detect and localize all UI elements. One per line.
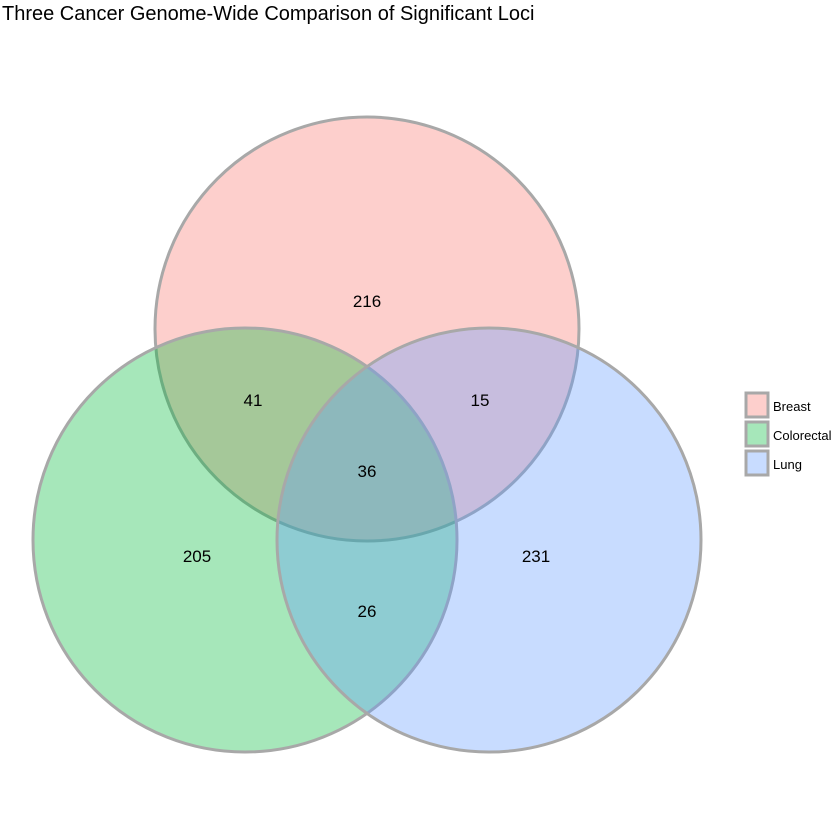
legend-label-breast: Breast [773,399,811,414]
breast-lung-count: 15 [471,391,490,410]
legend-key-breast [744,391,770,419]
legend-label-lung: Lung [773,457,802,472]
legend-key-lung [744,449,770,477]
lung-only-count: 231 [522,547,550,566]
diagram-title: Three Cancer Genome-Wide Comparison of S… [2,3,535,25]
all-three-count: 36 [358,462,377,481]
colorectal-set-circle [31,326,459,754]
colorectal-only-count: 205 [183,547,211,566]
breast-only-count: 216 [353,292,381,311]
breast-colorectal-count: 41 [244,391,263,410]
colorectal-lung-count: 26 [358,602,377,621]
lung-set-circle [275,326,703,754]
legend: Breast Colorectal Lung [744,391,832,477]
legend-label-colorectal: Colorectal [773,428,832,443]
venn-circles [31,115,703,754]
region-counts: 216 41 15 36 205 231 26 [183,292,550,621]
legend-key-colorectal [744,420,770,448]
breast-set-circle [153,115,581,543]
